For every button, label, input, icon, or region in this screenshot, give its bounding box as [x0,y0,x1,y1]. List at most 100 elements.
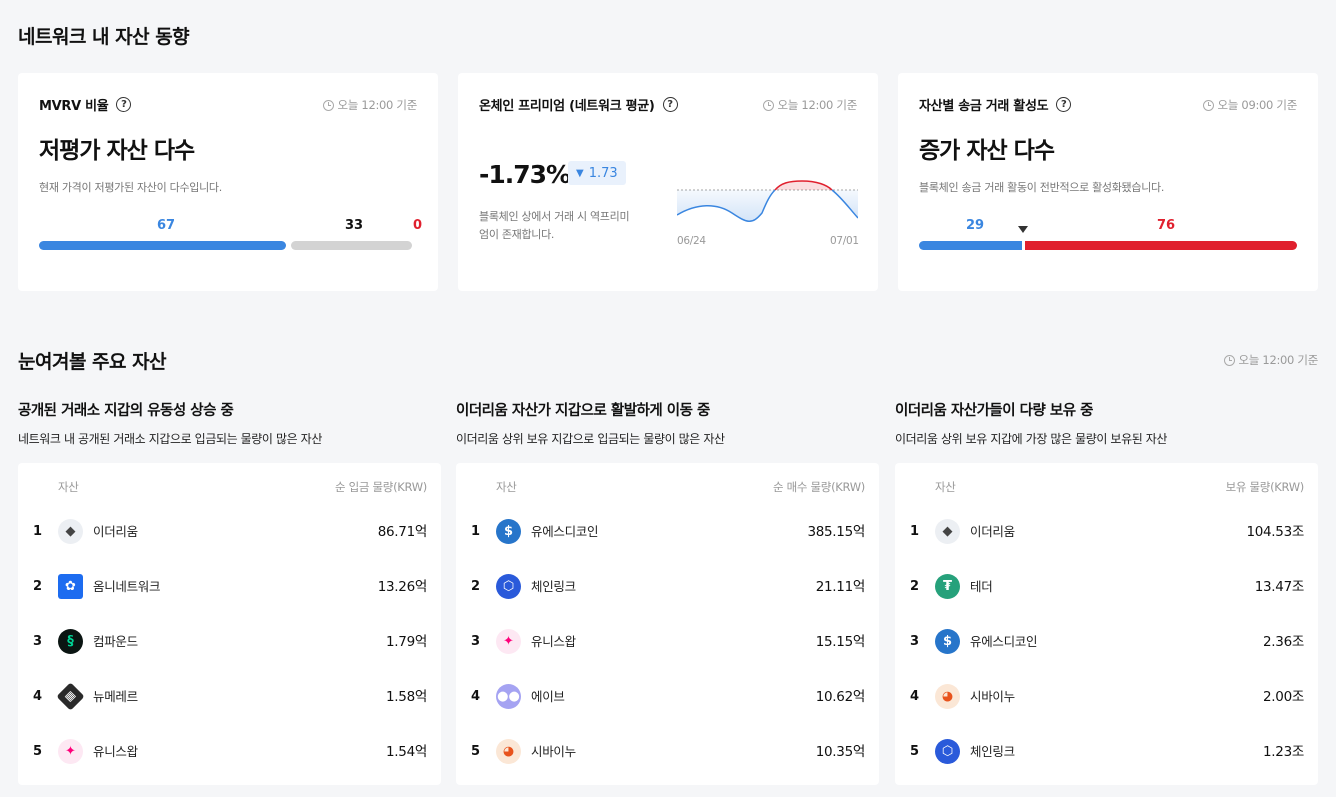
asset-name: 이더리움 [970,524,1015,539]
help-icon[interactable]: ? [662,97,678,112]
asset-value: 10.62억 [815,689,866,705]
usdc-icon: $ [935,629,960,654]
table-row[interactable]: 3 § 컴파운드 1.79억 [18,629,441,684]
asset-name: 이더리움 [93,524,138,539]
mvrv-timestamp: 오늘 12:00 기준 [322,97,418,113]
table-row[interactable]: 2 ✿ 옴니네트워크 13.26억 [18,574,441,629]
mvrv-overvalued-count: 0 [413,218,423,233]
activity-decrease-count: 29 [966,218,985,233]
asset-name: 유니스왑 [93,744,138,759]
compound-icon: § [58,629,83,654]
transfer-activity-card: 자산별 송금 거래 활성도 ? 오늘 09:00 기준 증가 자산 다수 블록체… [898,73,1318,291]
mvrv-description: 현재 가격이 저평가된 자산이 다수입니다. [39,181,222,194]
asset-name: 테더 [970,579,993,594]
mvrv-card: MVRV 비율 ? 오늘 12:00 기준 저평가 자산 다수 현재 가격이 저… [18,73,438,291]
row-rank: 3 [33,634,43,649]
asset-name: 옴니네트워크 [93,579,161,594]
activity-increase-count: 76 [1157,218,1176,233]
aave-icon: ●● [496,684,521,709]
activity-timestamp: 오늘 09:00 기준 [1202,97,1298,113]
table-row[interactable]: 4 ◕ 시바이누 2.00조 [895,684,1318,739]
asset-name: 체인링크 [531,579,576,594]
table-row[interactable]: 1 ◆ 이더리움 86.71억 [18,519,441,574]
row-rank: 1 [910,524,920,539]
row-rank: 4 [33,689,43,704]
table-row[interactable]: 4 ●● 에이브 10.62억 [456,684,879,739]
mvrv-neutral-bar [291,241,412,250]
row-rank: 5 [33,744,43,759]
uniswap-icon: ✦ [496,629,521,654]
uniswap-icon: ✦ [58,739,83,764]
activity-headline: 증가 자산 다수 [919,138,1055,164]
table-row[interactable]: 2 ₮ 테더 13.47조 [895,574,1318,629]
table-row[interactable]: 2 ⬡ 체인링크 21.11억 [456,574,879,629]
mvrv-undervalued-bar [39,241,286,250]
premium-description-line2: 엄이 존재합니다. [479,228,555,241]
asset-value: 13.47조 [1254,579,1305,595]
premium-change-value: 1.73 [588,165,618,181]
timestamp-text: 오늘 09:00 기준 [1217,98,1298,112]
column-header-value: 보유 물량(KRW) [1225,480,1305,494]
asset-name: 유에스디코인 [970,634,1038,649]
clock-icon [1202,99,1214,111]
activity-decrease-bar [919,241,1022,250]
asset-value: 15.15억 [815,634,866,650]
asset-name: 에이브 [531,689,565,704]
table-row[interactable]: 5 ◕ 시바이누 10.35억 [456,739,879,794]
table-row[interactable]: 3 ✦ 유니스왑 15.15억 [456,629,879,684]
key-assets-timestamp: 오늘 12:00 기준 [1223,352,1319,368]
asset-value: 1.58억 [386,689,427,705]
asset-value: 1.54억 [386,744,427,760]
column-header-value: 순 입금 물량(KRW) [334,480,427,494]
row-rank: 5 [910,744,920,759]
column-header-asset: 자산 [935,480,956,494]
mvrv-title-text: MVRV 비율 [39,99,109,114]
asset-name: 체인링크 [970,744,1015,759]
column-header-value: 순 매수 물량(KRW) [772,480,865,494]
shiba-inu-icon: ◕ [496,739,521,764]
omni-network-icon: ✿ [58,574,83,599]
clock-icon [1223,354,1235,366]
chainlink-icon: ⬡ [935,739,960,764]
mvrv-neutral-count: 33 [345,218,364,233]
asset-value: 10.35억 [815,744,866,760]
sparkline-x-start: 06/24 [677,235,706,247]
row-rank: 2 [471,579,481,594]
table-row[interactable]: 1 $ 유에스디코인 385.15억 [456,519,879,574]
timestamp-text: 오늘 12:00 기준 [777,98,858,112]
table-row[interactable]: 1 ◆ 이더리움 104.53조 [895,519,1318,574]
section-title-key-assets: 눈여겨볼 주요 자산 [18,351,167,373]
help-icon[interactable]: ? [1056,97,1072,112]
table-row[interactable]: 3 $ 유에스디코인 2.36조 [895,629,1318,684]
shiba-inu-icon: ◕ [935,684,960,709]
ethereum-icon: ◆ [58,519,83,544]
list-description-whale-holdings: 이더리움 상위 보유 지갑에 가장 많은 물량이 보유된 자산 [895,432,1168,446]
timestamp-text: 오늘 12:00 기준 [337,98,418,112]
row-rank: 1 [471,524,481,539]
table-row[interactable]: 5 ⬡ 체인링크 1.23조 [895,739,1318,794]
numeraire-icon: ▦ [56,682,85,711]
whale-holdings-table: 자산 보유 물량(KRW) 1 ◆ 이더리움 104.53조 2 ₮ 테더 13… [895,463,1318,785]
exchange-liquidity-table: 자산 순 입금 물량(KRW) 1 ◆ 이더리움 86.71억 2 ✿ 옴니네트… [18,463,441,785]
timestamp-text: 오늘 12:00 기준 [1238,353,1319,367]
mvrv-headline: 저평가 자산 다수 [39,138,195,164]
ethereum-icon: ◆ [935,519,960,544]
activity-marker-icon [1018,226,1028,233]
table-row[interactable]: 5 ✦ 유니스왑 1.54억 [18,739,441,794]
asset-value: 2.36조 [1263,634,1304,650]
usdc-icon: $ [496,519,521,544]
row-rank: 2 [33,579,43,594]
activity-card-title: 자산별 송금 거래 활성도 ? [919,95,1072,114]
asset-name: 시바이누 [531,744,576,759]
table-row[interactable]: 4 ▦ 뉴메레르 1.58억 [18,682,441,739]
chainlink-icon: ⬡ [496,574,521,599]
section-title-network-trends: 네트워크 내 자산 동향 [18,26,190,48]
premium-description-line1: 블록체인 상에서 거래 시 역프리미 [479,210,630,223]
help-icon[interactable]: ? [116,97,132,112]
asset-value: 385.15억 [807,524,865,540]
premium-sparkline-chart [677,180,858,222]
mvrv-undervalued-count: 67 [157,218,176,233]
premium-card-title: 온체인 프리미엄 (네트워크 평균) ? [479,95,678,114]
list-title-exchange-liquidity: 공개된 거래소 지갑의 유동성 상승 중 [18,403,234,419]
asset-value: 13.26억 [377,579,428,595]
